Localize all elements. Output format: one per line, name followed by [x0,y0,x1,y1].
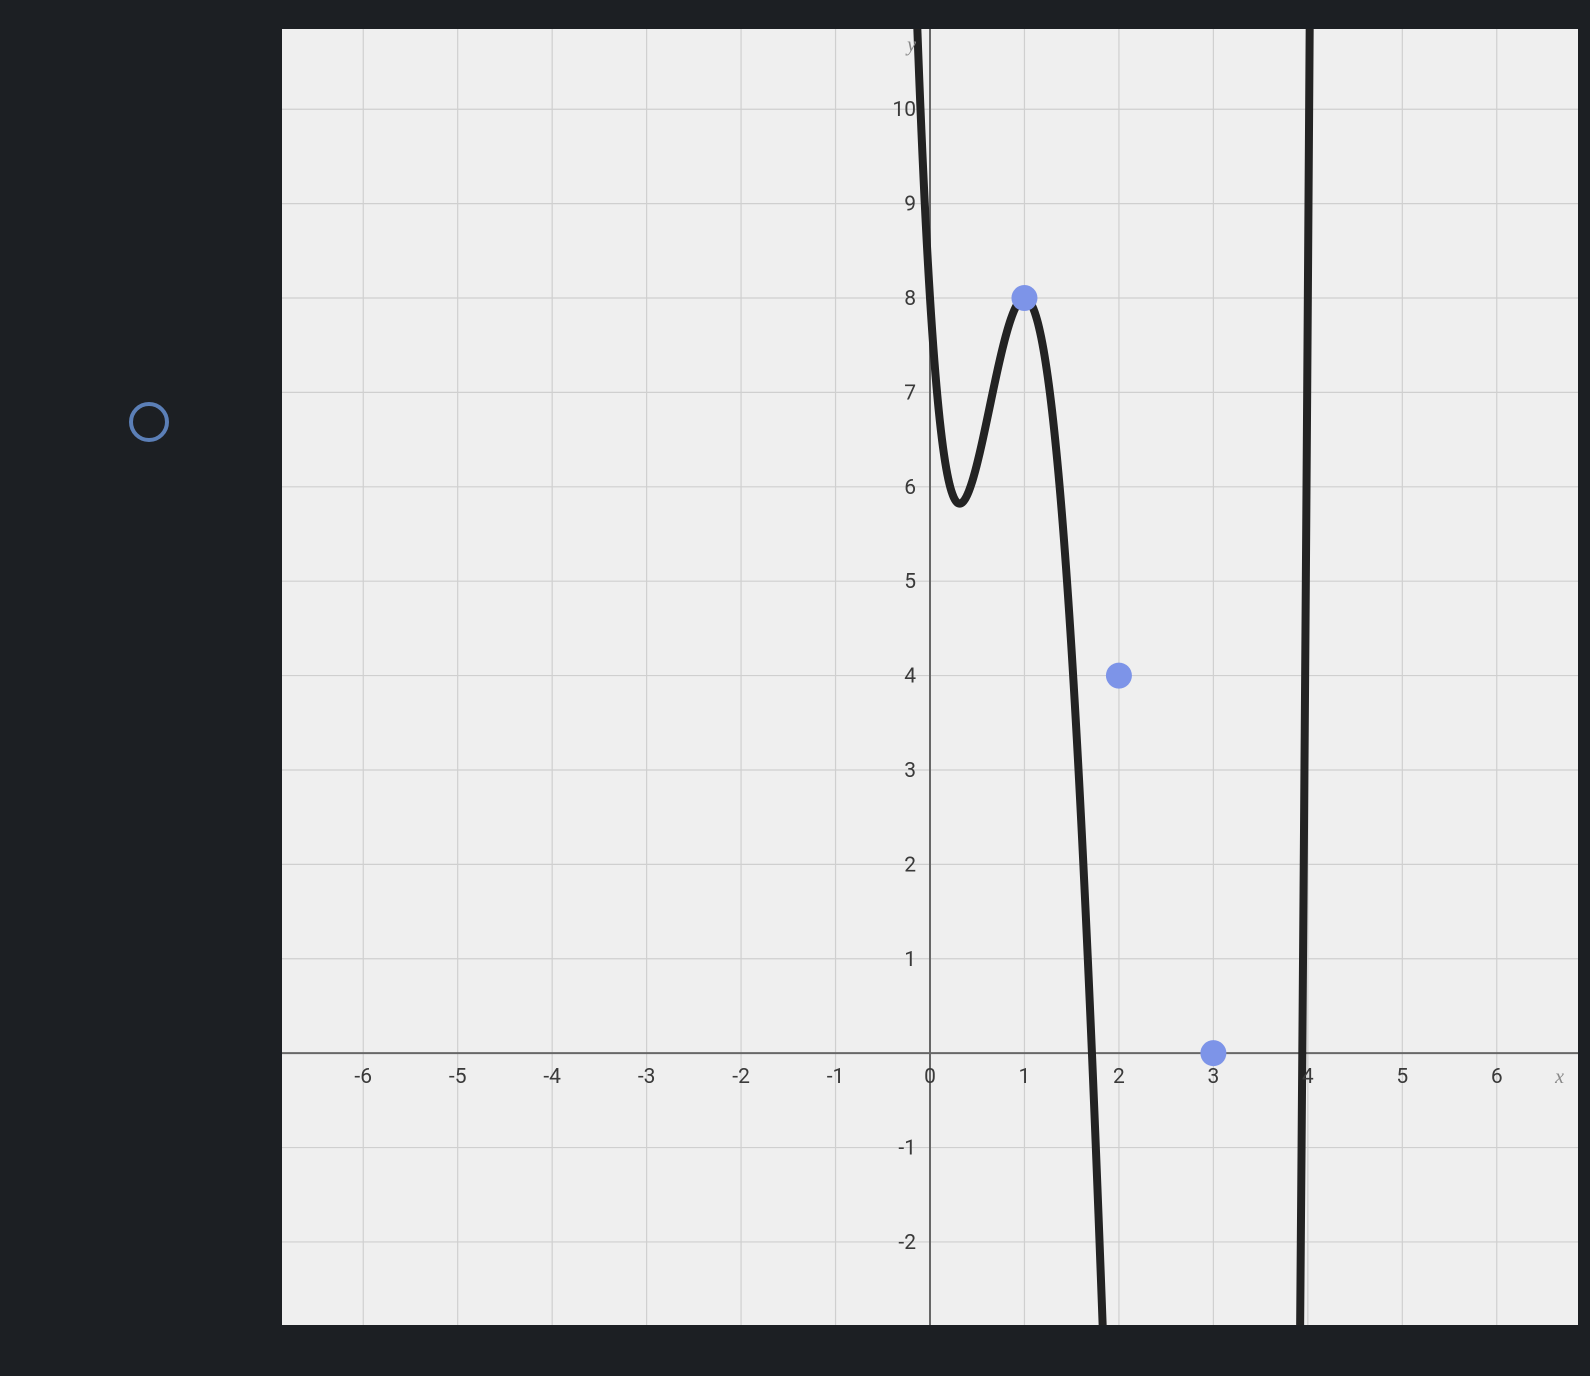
ring-marker-icon [129,402,169,442]
y-tick-label: 8 [904,287,916,311]
y-tick-label: 6 [904,476,916,500]
stage: -6 -5 -4 -3 -2 -1 0 1 2 3 4 5 6 -2 -1 1 2 3 4 5 6 7 8 9 10 x y [0,0,1590,1376]
x-tick-label: 2 [1113,1065,1125,1089]
y-tick-label: -1 [898,1137,916,1161]
y-tick-label: 4 [904,665,916,689]
x-tick-label: -2 [732,1065,750,1089]
y-axis-label: y [905,34,916,56]
marker-point[interactable] [1200,1040,1226,1066]
tick-labels: -6 -5 -4 -3 -2 -1 0 1 2 3 4 5 6 -2 -1 1 2 3 4 5 6 7 8 9 10 x y [354,34,1564,1255]
x-tick-label: -4 [543,1065,561,1089]
x-tick-label: 5 [1396,1065,1408,1089]
y-tick-label: 3 [904,759,916,783]
function-plot[interactable]: -6 -5 -4 -3 -2 -1 0 1 2 3 4 5 6 -2 -1 1 2 3 4 5 6 7 8 9 10 x y [282,29,1578,1325]
y-tick-label: -2 [898,1231,916,1255]
x-tick-label: 6 [1491,1065,1503,1089]
x-tick-label: -5 [449,1065,467,1089]
x-tick-label: -6 [354,1065,372,1089]
plot-panel[interactable]: -6 -5 -4 -3 -2 -1 0 1 2 3 4 5 6 -2 -1 1 2 3 4 5 6 7 8 9 10 x y [282,29,1578,1325]
x-tick-label: 4 [1302,1065,1314,1089]
x-tick-label: 0 [924,1065,936,1089]
y-tick-label: 2 [904,853,916,877]
x-tick-label: 3 [1207,1065,1219,1089]
x-tick-label: 1 [1019,1065,1031,1089]
marker-point[interactable] [1011,285,1037,311]
x-axis-label: x [1554,1066,1564,1088]
x-tick-label: -1 [827,1065,845,1089]
y-tick-label: 10 [892,98,916,122]
axes [282,29,1578,1325]
y-tick-label: 7 [904,381,916,405]
y-tick-label: 5 [904,570,916,594]
x-tick-label: -3 [638,1065,656,1089]
y-tick-label: 9 [904,193,916,217]
marker-point[interactable] [1106,663,1132,689]
y-tick-label: 1 [904,948,916,972]
